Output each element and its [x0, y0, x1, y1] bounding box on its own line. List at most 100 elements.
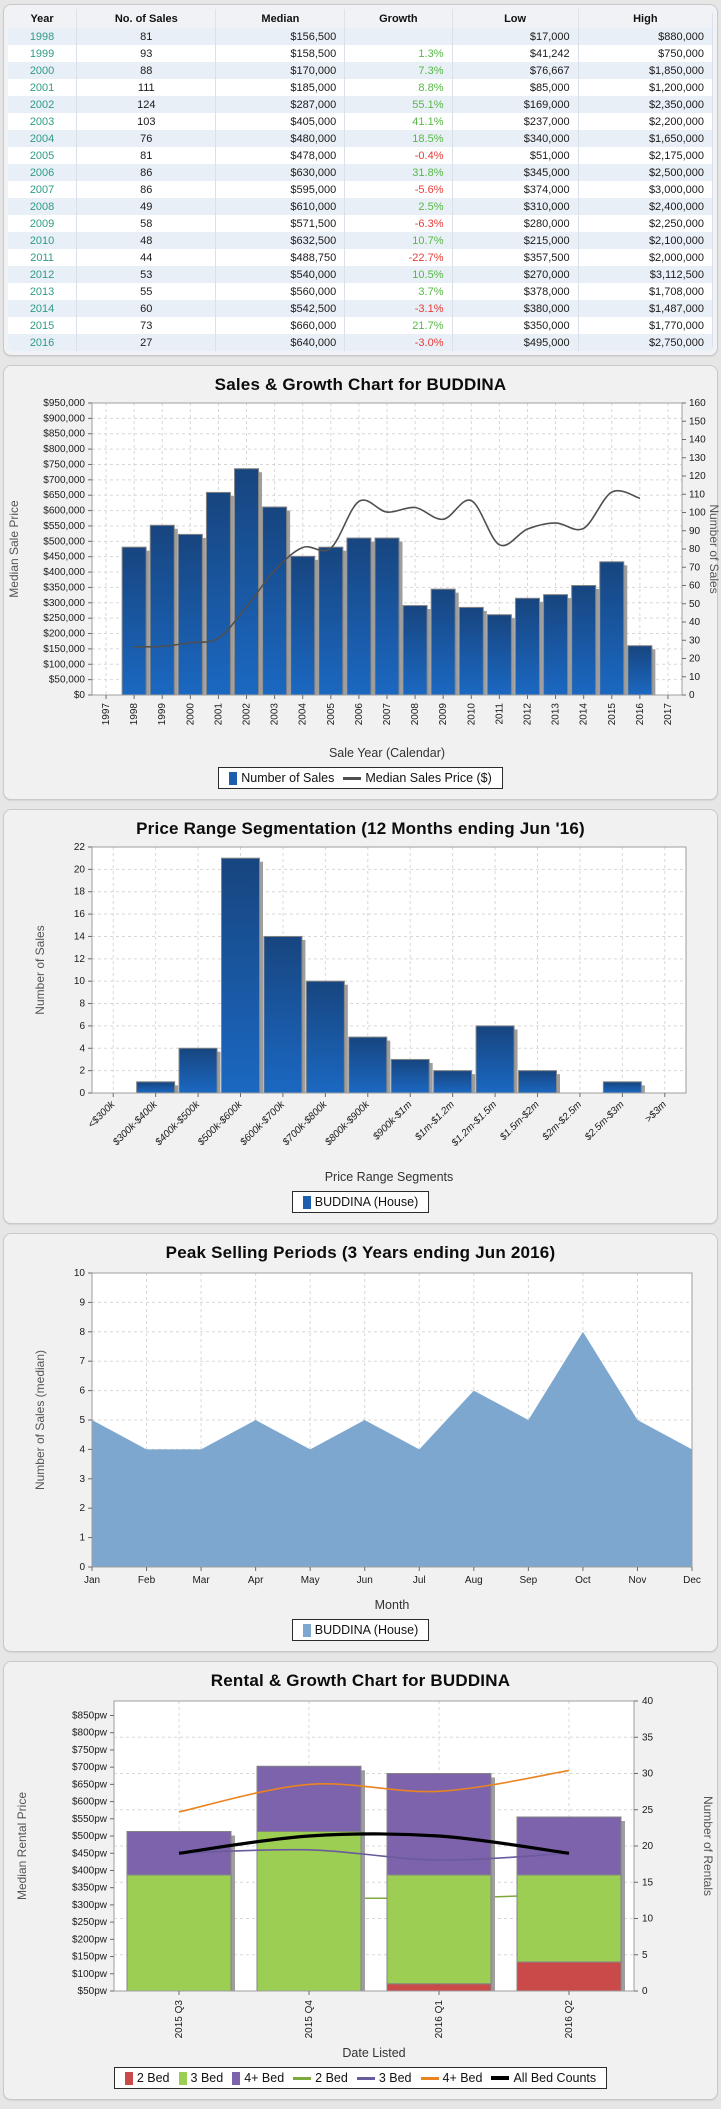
- svg-text:$400,000: $400,000: [43, 567, 85, 578]
- svg-text:$600pw: $600pw: [72, 1797, 108, 1808]
- table-cell: 41.1%: [344, 113, 453, 130]
- table-cell: 2007: [8, 181, 78, 198]
- svg-text:Apr: Apr: [248, 1575, 264, 1586]
- table-cell: 2005: [8, 147, 78, 164]
- table-cell: 81: [76, 28, 217, 45]
- table-cell: 2010: [8, 232, 78, 249]
- table-cell: $51,000: [452, 147, 579, 164]
- legend-label: 4+ Bed: [442, 2071, 483, 2085]
- svg-text:0: 0: [689, 690, 695, 701]
- table-cell: 1.3%: [344, 45, 453, 62]
- svg-text:$800k-$900k: $800k-$900k: [323, 1099, 373, 1149]
- legend-label: Number of Sales: [241, 771, 335, 785]
- svg-text:2000: 2000: [185, 703, 196, 726]
- svg-text:$250,000: $250,000: [43, 613, 85, 624]
- table-cell: $540,000: [215, 266, 346, 283]
- bar-green-swatch-icon: [178, 2071, 187, 2085]
- table-cell: $310,000: [452, 198, 579, 215]
- table-row: 2004 76 $480,000 18.5% $340,000 $1,650,000: [8, 130, 713, 147]
- svg-text:2001: 2001: [213, 703, 224, 726]
- bar-blue-swatch-icon: [302, 1195, 311, 1209]
- table-cell: $237,000: [452, 113, 579, 130]
- table-cell: $270,000: [452, 266, 579, 283]
- table-cell: $571,500: [215, 215, 346, 232]
- svg-text:>$3m: >$3m: [643, 1099, 669, 1125]
- column-header: No. of Sales: [76, 9, 217, 28]
- svg-text:$50pw: $50pw: [78, 1986, 108, 1997]
- table-cell: -3.1%: [344, 300, 453, 317]
- svg-text:$500,000: $500,000: [43, 536, 85, 547]
- svg-text:18: 18: [74, 887, 86, 898]
- svg-text:$200pw: $200pw: [72, 1934, 108, 1945]
- svg-text:$300,000: $300,000: [43, 598, 85, 609]
- svg-text:70: 70: [689, 562, 701, 573]
- table-cell: 2009: [8, 215, 78, 232]
- table-cell: $595,000: [215, 181, 346, 198]
- svg-text:1997: 1997: [101, 703, 112, 726]
- table-cell: 55.1%: [344, 96, 453, 113]
- svg-text:Jun: Jun: [357, 1575, 373, 1586]
- table-cell: $2,750,000: [578, 334, 713, 351]
- sales-history-table: Year No. of Sales Median Growth Low High 1998…: [8, 9, 713, 351]
- table-row: 2005 81 $478,000 -0.4% $51,000 $2,175,000: [8, 147, 713, 164]
- table-cell: -6.3%: [344, 215, 453, 232]
- svg-text:130: 130: [689, 453, 706, 464]
- sales-growth-chart-panel: Sales & Growth Chart for BUDDINA $0 $50,0…: [3, 365, 719, 800]
- svg-text:Oct: Oct: [575, 1575, 591, 1586]
- price-range-chart-title: Price Range Segmentation (12 Months endi…: [136, 819, 585, 838]
- table-cell: $542,500: [215, 300, 346, 317]
- svg-text:Median Rental Price: Median Rental Price: [15, 1792, 29, 1900]
- table-cell: $156,500: [215, 28, 346, 45]
- table-cell: 3.7%: [344, 283, 453, 300]
- svg-text:9: 9: [79, 1297, 85, 1308]
- table-cell: 60: [76, 300, 217, 317]
- peak-selling-chart-title: Peak Selling Periods (3 Years ending Jun…: [165, 1243, 556, 1262]
- table-cell: $374,000: [452, 181, 579, 198]
- svg-text:2: 2: [79, 1503, 85, 1514]
- peak-selling-chart-panel: Peak Selling Periods (3 Years ending Jun…: [3, 1233, 718, 1652]
- svg-text:Dec: Dec: [683, 1575, 701, 1586]
- table-cell: 2014: [8, 300, 78, 317]
- table-cell: $560,000: [215, 283, 346, 300]
- table-cell: 10.5%: [344, 266, 453, 283]
- price-range-chart-canvas: 0 2 4 6 8 10 12 14 16 18 20 22 <$300k$300k-$400k$400…: [33, 842, 687, 1184]
- column-header: Median: [215, 9, 346, 28]
- svg-text:$350pw: $350pw: [72, 1883, 108, 1894]
- svg-text:35: 35: [642, 1732, 654, 1743]
- svg-text:2011: 2011: [494, 703, 505, 725]
- table-cell: $630,000: [215, 164, 346, 181]
- legend-label: BUDDINA (House): [314, 1195, 419, 1209]
- table-cell: 7.3%: [344, 62, 453, 79]
- table-cell: $41,242: [452, 45, 579, 62]
- svg-text:May: May: [301, 1575, 320, 1586]
- svg-text:Month: Month: [375, 1598, 410, 1612]
- table-cell: $340,000: [452, 130, 579, 147]
- legend-label: 4+ Bed: [244, 2071, 285, 2085]
- svg-text:8: 8: [79, 1327, 85, 1338]
- svg-text:$250pw: $250pw: [72, 1917, 108, 1928]
- svg-text:$900,000: $900,000: [43, 413, 85, 424]
- svg-text:2006: 2006: [354, 703, 365, 726]
- table-cell: $2,400,000: [578, 198, 713, 215]
- table-cell: $350,000: [452, 317, 579, 334]
- svg-text:Number of Sales: Number of Sales: [33, 925, 47, 1014]
- table-cell: 2.5%: [344, 198, 453, 215]
- table-cell: -0.4%: [344, 147, 453, 164]
- table-cell: $2,500,000: [578, 164, 713, 181]
- table-cell: 2008: [8, 198, 78, 215]
- table-row: 2002 124 $287,000 55.1% $169,000 $2,350,000: [8, 96, 713, 113]
- table-cell: $750,000: [578, 45, 713, 62]
- svg-text:$1.5m-$2m: $1.5m-$2m: [497, 1099, 541, 1143]
- svg-text:140: 140: [689, 435, 706, 446]
- area-blue-swatch-icon: [302, 1623, 311, 1637]
- svg-text:Sep: Sep: [519, 1575, 537, 1586]
- legend-label: BUDDINA (House): [314, 1623, 419, 1637]
- table-cell: 8.8%: [344, 79, 453, 96]
- table-row: 2014 60 $542,500 -3.1% $380,000 $1,487,000: [8, 300, 713, 317]
- svg-text:2015 Q4: 2015 Q4: [304, 2000, 315, 2039]
- table-cell: 2004: [8, 130, 78, 147]
- svg-text:90: 90: [689, 526, 701, 537]
- table-cell: 86: [76, 164, 217, 181]
- svg-text:2015: 2015: [607, 703, 618, 726]
- sales-growth-chart-title: Sales & Growth Chart for BUDDINA: [214, 375, 507, 394]
